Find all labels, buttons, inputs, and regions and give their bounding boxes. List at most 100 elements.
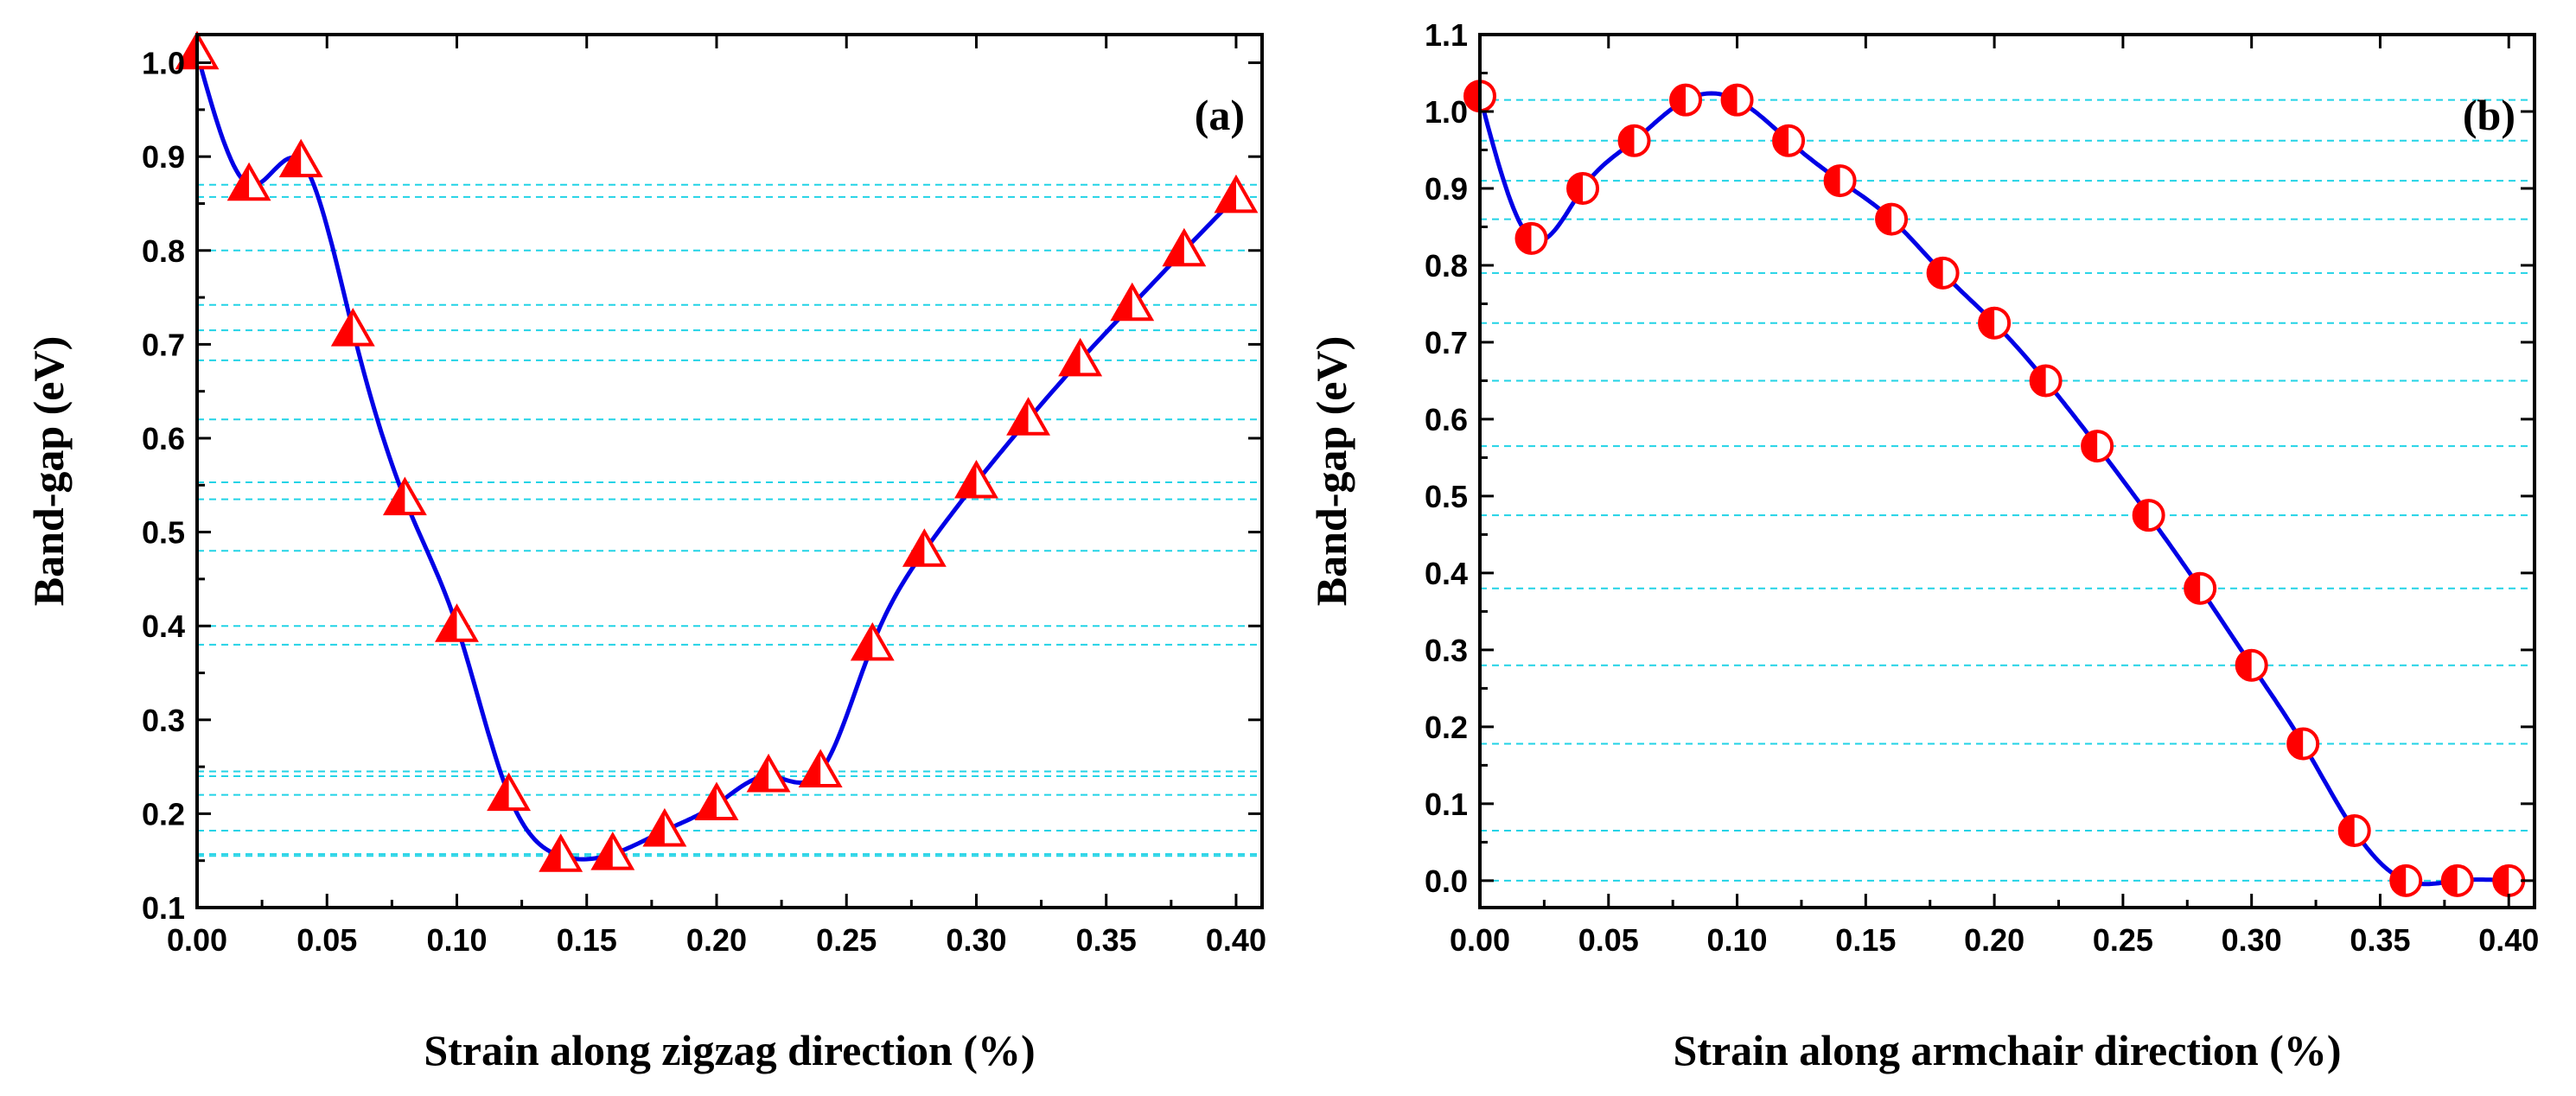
panel-a-data-point	[590, 832, 635, 870]
panel-a-data-point	[487, 772, 532, 812]
panel-a-data-point	[539, 833, 583, 872]
panel-a-guides	[197, 183, 1262, 857]
panel-b-y-tick-label: 0.5	[1425, 479, 1468, 514]
panel-a-data-point	[902, 528, 947, 567]
panel-a-data-point	[278, 138, 323, 178]
panel-b-x-tick-label: 0.10	[1707, 922, 1768, 958]
panel-b-data-point	[1566, 171, 1600, 205]
panel-b-data-point	[1772, 124, 1806, 157]
panel-b-y-tick-label: 0.7	[1425, 325, 1468, 360]
panel-a-y-tick-label: 0.9	[142, 139, 185, 175]
panel-a-x-axis-title: Strain along zigzag direction (%)	[424, 1026, 1035, 1074]
panel-b-x-tick-label: 0.30	[2222, 922, 2282, 958]
panel-b-y-tick-label: 1.0	[1425, 94, 1468, 130]
panel-a-y-tick-label: 1.0	[142, 46, 185, 81]
panel-b-data-point	[1926, 256, 1960, 290]
panel-a-data-point	[954, 460, 998, 499]
panel-b-guides	[1480, 99, 2535, 882]
panel-b-y-tick-label: 0.9	[1425, 171, 1468, 207]
panel-a-label: (a)	[1195, 91, 1245, 139]
panel-b-data-point	[2389, 863, 2423, 897]
panel-b-data-point	[1617, 124, 1651, 157]
panel-b-data-point	[2337, 814, 2371, 848]
panel-b-y-tick-label: 0.1	[1425, 787, 1468, 822]
panel-b-y-tick-labels: 0.0 0.1 0.2 0.3 0.4 0.5 0.6 0.7 0.8 0.9 1.0 1.1	[1425, 17, 1468, 899]
panel-b-y-tick-label: 0.2	[1425, 710, 1468, 745]
panel-b: 0.00 0.05 0.10 0.15 0.20 0.25 0.30 0.35 0.40 0.0…	[1307, 17, 2539, 1074]
panel-b-data-point	[1875, 202, 1909, 236]
panel-b-data-point	[2132, 499, 2165, 532]
panel-b-data-point	[1823, 164, 1857, 198]
panel-a-x-tick-labels: 0.00 0.05 0.10 0.15 0.20 0.25 0.30 0.35 0.40	[167, 922, 1266, 958]
panel-a-data-point	[1214, 174, 1259, 213]
panel-b-data-point	[2081, 430, 2114, 463]
panel-b-fit-curve	[1477, 91, 2509, 887]
panel-a-x-tick-label: 0.10	[426, 922, 487, 958]
panel-a-data-point	[798, 749, 843, 788]
panel-b-data-point	[2184, 571, 2217, 605]
panel-b-data-point	[1669, 83, 1703, 117]
panel-b-data-point	[1514, 221, 1548, 255]
panel-b-y-tick-label: 0.4	[1425, 556, 1468, 591]
panel-b-x-tick-label: 0.20	[1964, 922, 2024, 958]
panel-b-frame	[1478, 33, 2536, 909]
panel-a-y-axis-title: Band-gap (eV)	[24, 336, 73, 607]
panel-a-data-point	[435, 603, 479, 642]
panel-b-x-tick-label: 0.40	[2478, 922, 2539, 958]
panel-a-y-tick-label: 0.6	[142, 421, 185, 456]
panel-b-x-tick-labels: 0.00 0.05 0.10 0.15 0.20 0.25 0.30 0.35 0.40	[1450, 922, 2539, 958]
panel-a-data-point	[330, 308, 375, 347]
panel-a-data-point	[694, 781, 739, 821]
panel-a-x-tick-label: 0.30	[946, 922, 1006, 958]
panel-b-x-tick-label: 0.15	[1835, 922, 1896, 958]
panel-a-x-tick-label: 0.35	[1076, 922, 1137, 958]
panel-b-markers	[1463, 80, 2526, 897]
panel-a-data-point	[226, 162, 271, 201]
panel-a-data-point	[746, 753, 791, 793]
panel-a-x-tick-label: 0.40	[1206, 922, 1266, 958]
panel-a-data-point	[642, 807, 687, 847]
panel-a-ticks	[195, 35, 1262, 909]
panel-a-data-point	[1162, 227, 1207, 267]
panel-a-data-point	[1058, 337, 1103, 377]
panel-a-markers	[175, 30, 1259, 872]
panel-a-y-tick-label: 0.7	[142, 327, 185, 362]
panel-a-data-point	[1006, 397, 1051, 436]
panel-a-x-tick-label: 0.05	[296, 922, 357, 958]
panel-a: 0.00 0.05 0.10 0.15 0.20 0.25 0.30 0.35 0.40 0.1…	[24, 30, 1266, 1074]
panel-b-y-tick-label: 0.3	[1425, 633, 1468, 668]
panel-b-label: (b)	[2463, 91, 2515, 139]
panel-b-x-axis-title: Strain along armchair direction (%)	[1673, 1026, 2341, 1074]
panel-a-data-point	[382, 476, 427, 516]
panel-a-frame	[195, 33, 1264, 909]
panel-b-y-tick-label: 0.0	[1425, 863, 1468, 899]
panel-a-x-tick-label: 0.15	[557, 922, 617, 958]
panel-a-data-point	[850, 621, 895, 661]
panel-a-x-tick-label: 0.25	[816, 922, 877, 958]
panel-b-data-point	[2235, 648, 2268, 682]
panel-b-y-tick-label: 1.1	[1425, 17, 1468, 53]
panel-b-data-point	[2440, 863, 2474, 897]
panel-b-data-point	[2492, 863, 2526, 897]
panel-b-x-tick-label: 0.00	[1450, 922, 1510, 958]
panel-a-y-tick-label: 0.5	[142, 515, 185, 551]
panel-a-y-tick-labels: 0.1 0.2 0.3 0.4 0.5 0.6 0.7 0.8 0.9 1.0	[142, 46, 185, 926]
panel-a-y-tick-label: 0.3	[142, 703, 185, 738]
panel-a-data-point	[1110, 282, 1155, 322]
panel-b-data-point	[1978, 306, 2012, 340]
panel-b-data-point	[1720, 83, 1754, 117]
panel-a-y-tick-label: 0.4	[142, 609, 185, 644]
panel-a-y-tick-label: 0.2	[142, 796, 185, 832]
panel-b-y-tick-label: 0.8	[1425, 248, 1468, 284]
panel-b-y-axis-title: Band-gap (eV)	[1307, 336, 1355, 607]
panel-b-data-point	[2029, 364, 2063, 398]
panel-b-ticks	[1478, 33, 2535, 908]
panel-a-fit-curve	[194, 53, 1238, 862]
panel-a-x-tick-label: 0.00	[167, 922, 227, 958]
panel-b-data-point	[2286, 727, 2320, 761]
panel-a-x-tick-label: 0.20	[686, 922, 747, 958]
panel-b-x-tick-label: 0.05	[1578, 922, 1639, 958]
panel-b-y-tick-label: 0.6	[1425, 402, 1468, 437]
panel-b-x-tick-label: 0.25	[2093, 922, 2153, 958]
